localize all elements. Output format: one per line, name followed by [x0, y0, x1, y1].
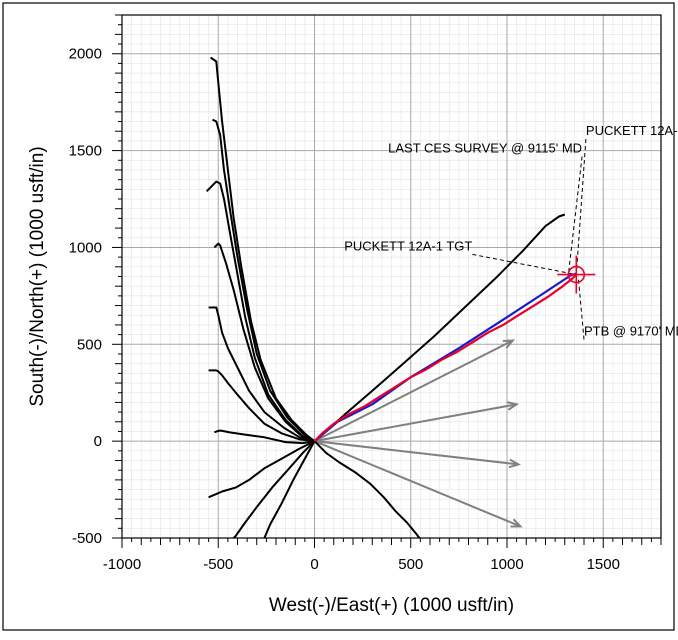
x-tick-label: -500 — [203, 556, 233, 573]
leader-line — [577, 276, 585, 340]
y-tick-label: 2000 — [69, 46, 102, 63]
series-line-planned — [314, 440, 521, 528]
target-marker — [557, 255, 596, 294]
arrowhead — [506, 401, 520, 411]
y-tick-label: 500 — [77, 336, 102, 353]
x-tick-label: -1000 — [103, 556, 141, 573]
annotation-label: PUCKETT 12A-1 TGT — [344, 238, 472, 253]
outer-frame — [2, 2, 675, 631]
x-tick-label: 1000 — [490, 556, 523, 573]
leader-line — [575, 139, 587, 275]
y-tick-label: 1500 — [69, 143, 102, 160]
series-line-offset — [213, 242, 315, 443]
y-tick-label: -500 — [72, 530, 102, 547]
series-line-offset — [313, 440, 421, 539]
minor-grid — [122, 14, 662, 538]
annotation-label: LAST CES SURVEY @ 9115' MD — [388, 141, 582, 156]
leader-line — [568, 156, 583, 273]
annotation-label: PUCKETT 12A-1 BHL — [586, 123, 678, 138]
annotation-label: PTB @ 9170' MD — [584, 324, 678, 339]
y-axis-label: South(-)/North(+) (1000 usft/in) — [27, 146, 48, 406]
series-group — [205, 56, 578, 539]
series-line-offset — [208, 369, 315, 443]
series-line-planned — [314, 440, 519, 466]
series-line-offset — [208, 306, 315, 443]
series-line-offset — [313, 213, 566, 442]
series-line-offset — [210, 56, 316, 442]
series-line-actual — [313, 273, 578, 442]
arrowhead — [508, 458, 522, 469]
series-line-offset — [213, 429, 315, 445]
y-tick-label: 1000 — [69, 239, 102, 256]
series-line-plan — [313, 272, 577, 442]
x-tick-label: 500 — [398, 556, 423, 573]
arrowhead — [502, 339, 516, 349]
series-line-planned — [314, 339, 514, 442]
tick-labels: -1000 -500 0 500 1000 1500-500050010001500200… — [69, 46, 620, 573]
x-tick-label: 0 — [310, 556, 318, 573]
leader-line — [472, 253, 577, 276]
x-tick-label: 1500 — [587, 556, 620, 573]
arrowhead — [510, 518, 523, 528]
annotations: PUCKETT 12A-1 BHL LAST CES SURVEY @ 9115'… — [344, 123, 678, 338]
series-line-offset — [208, 440, 315, 499]
annotation-leaders — [472, 139, 587, 340]
series-line-offset — [232, 440, 316, 539]
series-line-offset — [263, 440, 316, 539]
series-line-offset — [212, 118, 316, 442]
axis-ticks — [112, 14, 662, 548]
x-axis-label: West(-)/East(+) (1000 usft/in) — [269, 595, 514, 616]
series-line-planned — [314, 403, 517, 443]
y-tick-label: 0 — [94, 433, 102, 450]
series-line-offset — [205, 180, 315, 443]
